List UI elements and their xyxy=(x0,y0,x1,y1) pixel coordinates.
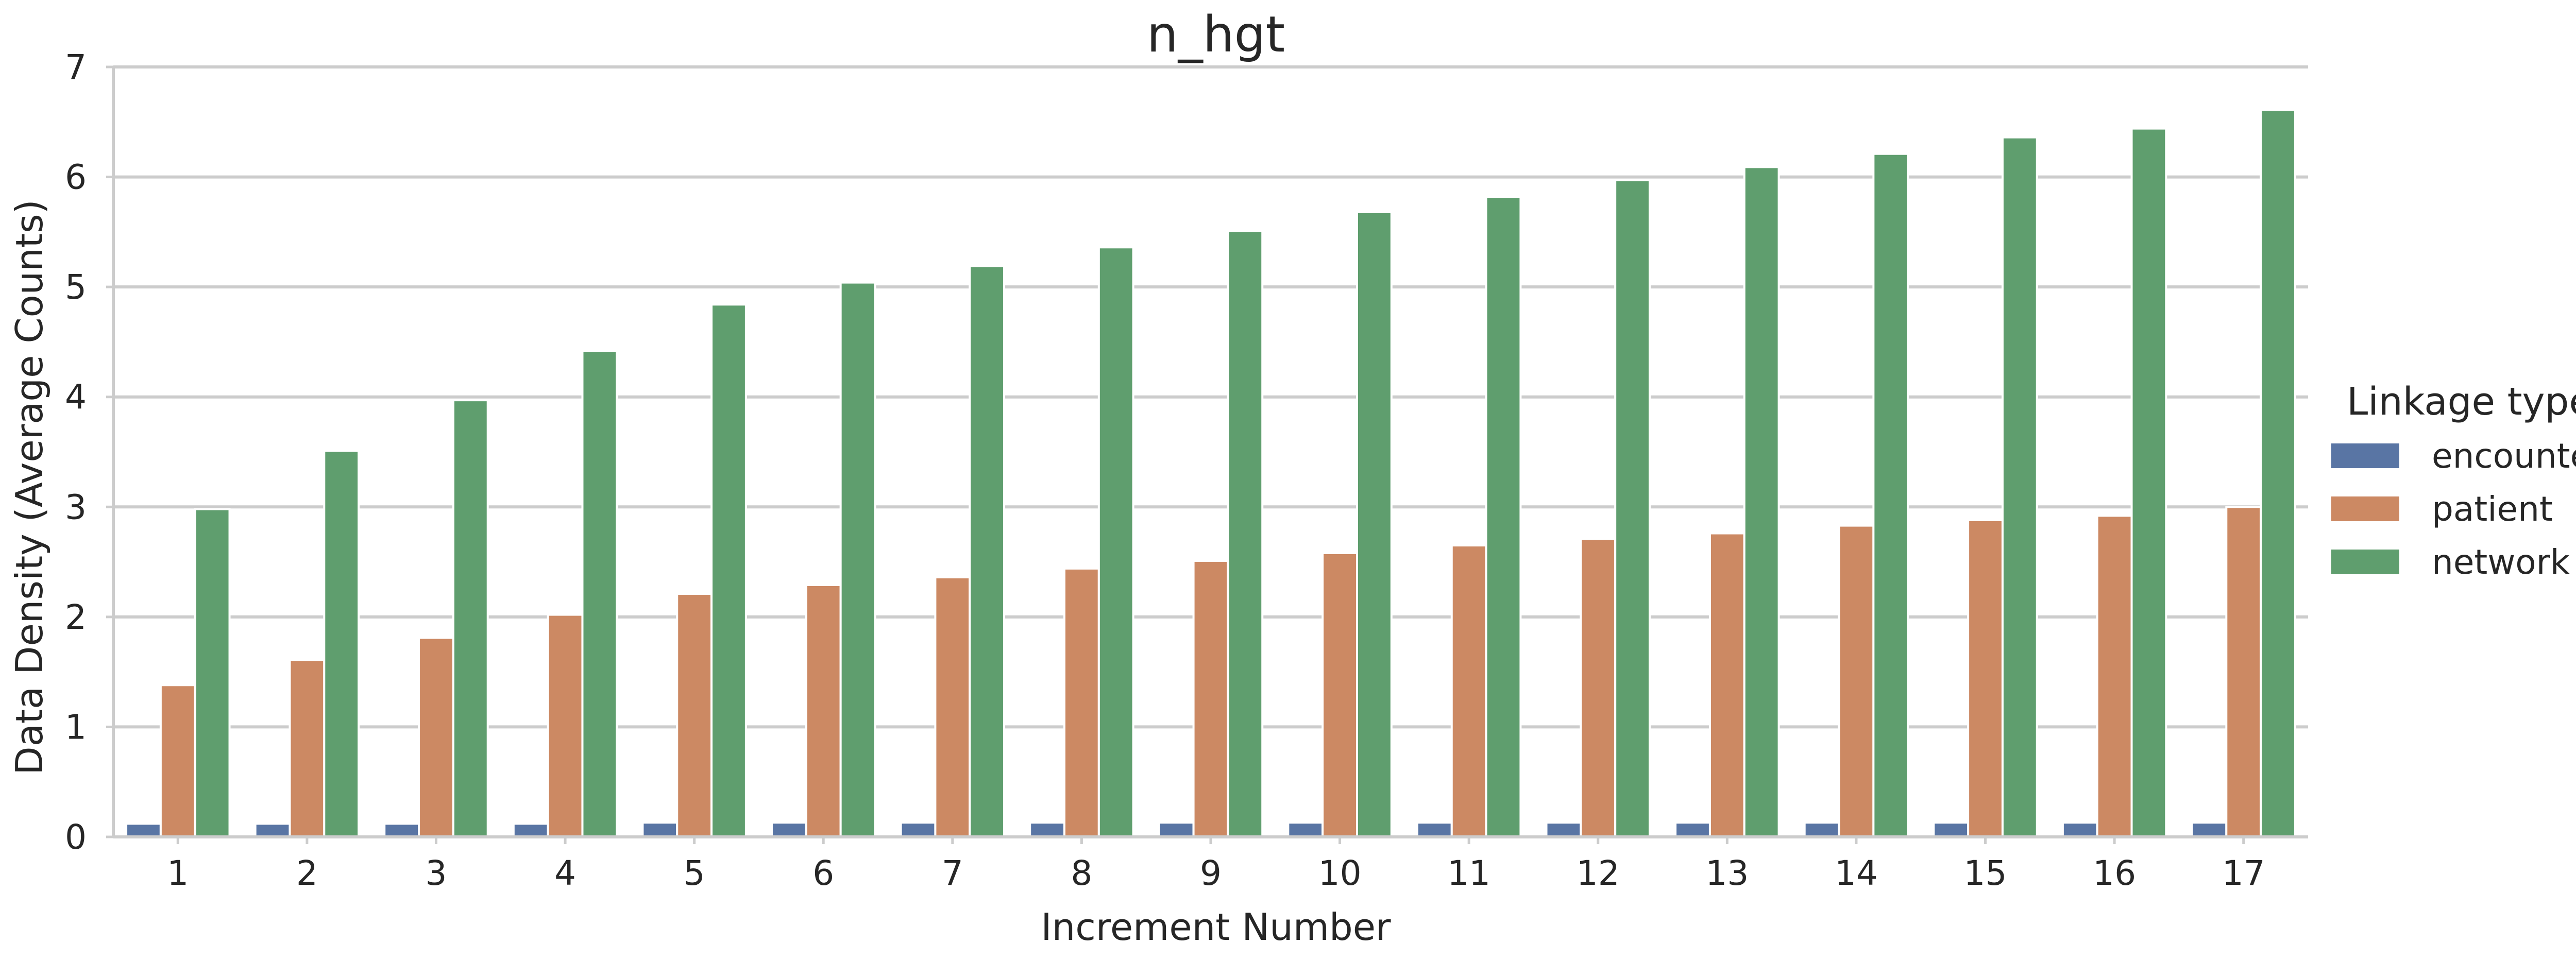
bar-encounter-15 xyxy=(1933,821,1970,838)
bar-encounter-4 xyxy=(512,822,549,838)
bar-network-7 xyxy=(969,265,1006,838)
x-tick-label: 1 xyxy=(167,853,189,893)
bar-network-3 xyxy=(452,399,489,838)
bar-encounter-9 xyxy=(1158,821,1195,838)
x-tick-label: 14 xyxy=(1835,853,1878,893)
bar-network-5 xyxy=(710,303,747,838)
bar-encounter-8 xyxy=(1029,821,1066,838)
bar-encounter-3 xyxy=(383,822,420,838)
y-tick-label: 7 xyxy=(65,47,87,87)
bar-network-14 xyxy=(1872,152,1909,838)
bar-encounter-2 xyxy=(254,822,291,838)
legend-item-encounter: encounter xyxy=(2331,436,2576,476)
bar-encounter-16 xyxy=(2061,821,2098,838)
bar-encounter-5 xyxy=(641,821,679,838)
bar-network-15 xyxy=(2001,136,2038,838)
bar-patient-17 xyxy=(2225,506,2262,838)
legend: Linkage type encounter patient network xyxy=(2331,380,2576,582)
legend-title: Linkage type xyxy=(2347,380,2576,424)
x-tick-label: 15 xyxy=(1964,853,2007,893)
bar-patient-14 xyxy=(1838,524,1875,838)
bar-patient-2 xyxy=(289,659,326,838)
bar-network-12 xyxy=(1614,179,1651,838)
y-tick-label: 0 xyxy=(65,817,87,857)
x-tick-label: 9 xyxy=(1200,853,1222,893)
bar-patient-15 xyxy=(1967,519,2004,838)
x-tick-label: 16 xyxy=(2093,853,2136,893)
legend-swatch-encounter xyxy=(2331,443,2399,468)
bar-network-6 xyxy=(839,281,876,838)
bar-patient-11 xyxy=(1450,544,1487,838)
bar-patient-16 xyxy=(2096,515,2133,838)
bar-patient-6 xyxy=(805,584,842,838)
x-tick-label: 7 xyxy=(942,853,963,893)
bar-network-11 xyxy=(1485,196,1522,838)
bar-network-9 xyxy=(1227,230,1264,838)
legend-swatch-network xyxy=(2331,550,2399,574)
bar-network-1 xyxy=(194,508,231,838)
bar-encounter-12 xyxy=(1545,821,1582,838)
bar-patient-5 xyxy=(676,593,713,838)
bar-encounter-7 xyxy=(900,821,937,838)
legend-item-patient: patient xyxy=(2331,489,2553,529)
bar-network-4 xyxy=(581,350,618,838)
legend-label-encounter: encounter xyxy=(2432,436,2576,476)
legend-items: encounter patient network xyxy=(2331,436,2576,582)
x-tick-label: 12 xyxy=(1577,853,1620,893)
bar-encounter-17 xyxy=(2191,821,2228,838)
x-tick-label: 17 xyxy=(2222,853,2265,893)
legend-item-network: network xyxy=(2331,542,2570,582)
bar-patient-9 xyxy=(1192,559,1229,838)
bar-patient-10 xyxy=(1321,552,1359,838)
x-tick-label: 3 xyxy=(425,853,447,893)
bar-encounter-11 xyxy=(1416,821,1453,838)
y-tick-label: 1 xyxy=(65,707,87,747)
x-axis-label: Increment Number xyxy=(1041,905,1391,949)
y-tick-label: 2 xyxy=(65,597,87,637)
legend-label-network: network xyxy=(2432,542,2570,582)
y-tick-label: 6 xyxy=(65,158,87,197)
legend-label-patient: patient xyxy=(2432,489,2553,529)
x-tick-label: 5 xyxy=(684,853,705,893)
chart-title: n_hgt xyxy=(1147,6,1285,63)
bar-network-17 xyxy=(2260,109,2296,838)
x-tick-label: 13 xyxy=(1705,853,1749,893)
bar-patient-1 xyxy=(159,684,196,838)
y-tick-label: 4 xyxy=(65,378,87,417)
y-axis-label: Data Density (Average Counts) xyxy=(8,199,51,775)
x-tick-label: 4 xyxy=(554,853,576,893)
bar-encounter-14 xyxy=(1803,821,1840,838)
x-tick-label: 10 xyxy=(1318,853,1362,893)
bar-encounter-1 xyxy=(125,822,162,838)
bar-network-2 xyxy=(323,450,360,838)
x-tick-label: 6 xyxy=(812,853,834,893)
bar-encounter-13 xyxy=(1674,821,1711,838)
x-tick-label: 2 xyxy=(296,853,318,893)
x-tick-label: 11 xyxy=(1447,853,1490,893)
y-tick-label: 3 xyxy=(65,487,87,527)
bar-network-8 xyxy=(1097,246,1134,838)
bar-patient-13 xyxy=(1708,532,1745,838)
bar-encounter-10 xyxy=(1287,821,1324,838)
bar-patient-4 xyxy=(547,613,584,838)
bar-network-16 xyxy=(2130,127,2167,838)
bar-encounter-6 xyxy=(771,821,807,838)
bar-network-10 xyxy=(1356,211,1393,838)
y-tick-label: 5 xyxy=(65,267,87,307)
bar-network-13 xyxy=(1743,166,1780,838)
legend-swatch-patient xyxy=(2331,496,2399,521)
bar-patient-12 xyxy=(1580,538,1617,838)
bar-patient-7 xyxy=(934,576,971,838)
bars xyxy=(125,109,2296,838)
bar-patient-8 xyxy=(1063,567,1100,838)
x-tick-label: 8 xyxy=(1071,853,1092,893)
bar-patient-3 xyxy=(418,637,454,838)
